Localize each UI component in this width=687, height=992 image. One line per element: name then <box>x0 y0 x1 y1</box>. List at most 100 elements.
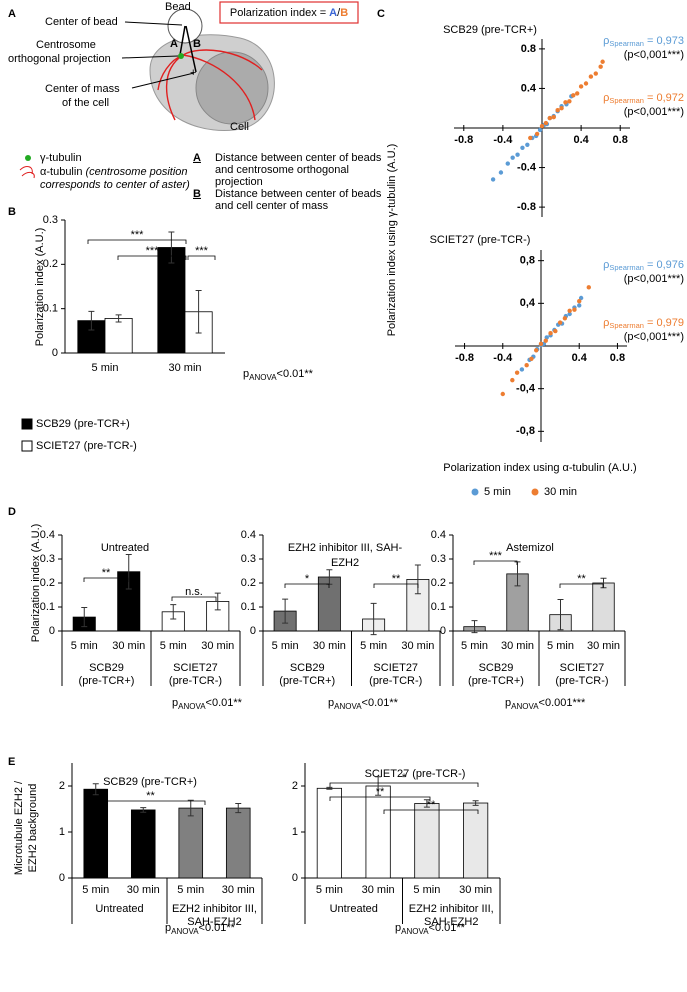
marker-a: A <box>170 38 178 50</box>
legend-a-text: Distance between center of beads and cent… <box>215 152 382 188</box>
x-tick-label: 0.8 <box>613 134 628 146</box>
anova-value: <0.01** <box>277 368 314 380</box>
legend-alpha-icon <box>19 166 35 179</box>
y-tick-label: 0.3 <box>40 553 55 565</box>
spearman: ρSpearman = 0,976 <box>603 259 684 272</box>
point <box>578 295 584 301</box>
x-tick-label: 5 min <box>360 640 387 652</box>
mass-line: of the cell <box>62 97 109 109</box>
legend-label: SCB29 (pre-TCR+) <box>36 418 130 430</box>
significance-bracket <box>559 583 604 588</box>
point <box>547 115 553 121</box>
x-tick-label: 5 min <box>71 640 98 652</box>
spearman-symbol: ρ <box>603 92 609 104</box>
y-tick-label: 0.2 <box>431 577 446 589</box>
chart-title: SCB29 (pre-TCR+) <box>443 24 537 36</box>
error-bar <box>423 799 430 808</box>
spearman-value: = 0,976 <box>647 259 684 271</box>
legend-label: 30 min <box>544 486 577 498</box>
point <box>510 377 515 383</box>
panel-a: A Polarization index = A/B Bead Center of… <box>8 1 382 212</box>
group-label-line: (pre-TCR+) <box>279 675 335 687</box>
anova-value: <0.001*** <box>539 697 587 709</box>
point <box>555 108 560 113</box>
y-tick-label: -0.4 <box>517 161 537 173</box>
point <box>538 341 544 347</box>
x-tick-label: 5 min <box>160 640 187 652</box>
x-tick-label: 30 min <box>501 640 534 652</box>
significance-label: ** <box>146 790 155 802</box>
significance-bracket <box>187 255 216 260</box>
x-tick-label: 5 min <box>461 640 488 652</box>
mass-line: Center of mass <box>45 83 120 95</box>
chart-title-line: EZH2 inhibitor III, SAH- <box>288 542 403 554</box>
y-tick-label: 1 <box>292 826 298 838</box>
x-tick-label: 30 min <box>459 884 492 896</box>
spearman: ρSpearman = 0,972 <box>603 92 684 105</box>
significance-label: ** <box>102 567 111 579</box>
anova-p: p <box>505 697 511 709</box>
y-tick-label: 0,8 <box>520 255 535 267</box>
error-bar <box>375 776 382 796</box>
group-label-line: SCIET27 <box>560 662 605 674</box>
point <box>583 81 589 86</box>
point <box>598 64 603 69</box>
legend-a-symbol: A <box>193 152 201 164</box>
error-bar <box>471 620 478 634</box>
point <box>588 74 594 79</box>
y-tick-label: 0 <box>52 347 58 359</box>
y-tick-label: 0 <box>440 625 446 637</box>
point <box>575 91 580 96</box>
error-bar <box>600 577 607 589</box>
bar <box>592 582 615 632</box>
significance-bracket <box>329 782 479 787</box>
index-box <box>219 1 359 24</box>
spearman-sub: Spearman <box>609 321 644 330</box>
arrow <box>124 21 183 26</box>
x-tick-label: 30 min <box>313 640 346 652</box>
significance-label: ** <box>427 799 436 811</box>
anova-sub: ANOVA <box>178 702 206 711</box>
error-bar <box>187 799 194 817</box>
error-bar <box>472 800 479 806</box>
error-bar <box>168 231 175 264</box>
alpha-name: α-tubulin <box>40 166 82 178</box>
anova-sub: ANOVA <box>401 927 429 936</box>
point <box>505 161 510 166</box>
error-bar <box>282 598 289 624</box>
error-bar <box>326 786 333 790</box>
x-tick-label: 30 min <box>587 640 620 652</box>
significance-label: * <box>305 573 310 585</box>
spearman-symbol: ρ <box>603 259 609 271</box>
significance-bracket <box>171 596 217 601</box>
x-axis-title: Polarization index using α-tubulin (A.U.… <box>443 462 636 474</box>
point <box>563 100 568 105</box>
point <box>557 320 563 325</box>
bar <box>178 807 204 879</box>
x-tick-label: -0.4 <box>493 352 513 364</box>
y-tick-label: 0.1 <box>40 601 55 613</box>
bar <box>104 318 133 354</box>
significance-bracket <box>373 583 419 588</box>
group-label: EZH2 inhibitor III, SAH-EZH2 <box>409 903 494 928</box>
panel-letter: E <box>8 756 15 768</box>
microtubules <box>157 49 263 121</box>
y-tick-label: 0 <box>49 625 55 637</box>
y-axis-title: Microtubule EZH2 /EZH2 background <box>13 780 39 875</box>
x-tick-label: -0.8 <box>454 134 473 146</box>
point <box>529 356 534 361</box>
chart-title: SCIET27 (pre-TCR-) <box>365 768 466 780</box>
significance-label: *** <box>131 229 145 241</box>
group-label: Untreated <box>330 903 378 915</box>
y-tick-label: 0.2 <box>40 577 55 589</box>
group-label-line: (pre-TCR+) <box>79 675 135 687</box>
x-tick-label: 30 min <box>362 884 395 896</box>
centrosome-line: Centrosome <box>36 39 96 51</box>
y-axis-title: Polarization index using γ-tubulin (A.U.… <box>386 144 398 337</box>
x-tick-label: 30 min <box>222 884 255 896</box>
significance-bracket <box>329 796 431 801</box>
significance-label: ** <box>392 573 401 585</box>
y-tick-label: 0 <box>250 625 256 637</box>
x-tick-label: 30 min <box>127 884 160 896</box>
y-tick-label: 0 <box>292 872 298 884</box>
